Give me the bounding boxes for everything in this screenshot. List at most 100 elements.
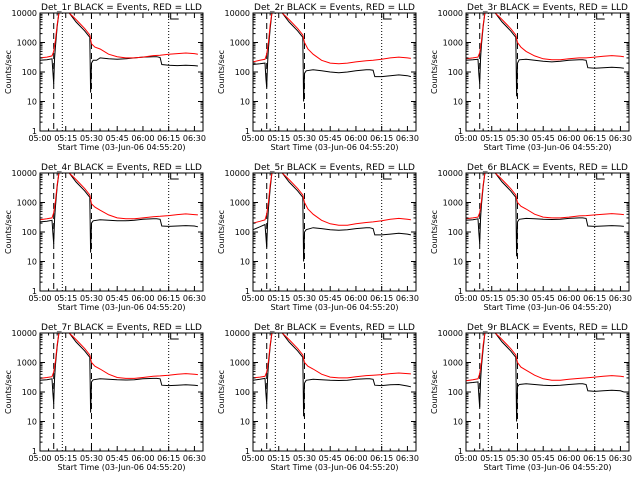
x-axis-label: Start Time (03-Jun-06 04:55:20): [484, 303, 612, 312]
plot-panel-4: 1 10 100 1000 10000 05:00 05:15 05:30 05:45 06:00…: [4, 163, 206, 312]
x-tick-label: 06:30: [396, 294, 419, 303]
y-tick-label: 1: [245, 127, 250, 136]
x-tick-label: 05:45: [532, 454, 555, 463]
x-tick-label: 05:45: [319, 134, 342, 143]
series-line-events: [253, 333, 412, 417]
series-line-lld: [466, 333, 624, 382]
series-line-events: [40, 13, 198, 93]
x-tick-label: 05:00: [28, 294, 51, 303]
x-tick-label: 06:00: [344, 454, 367, 463]
plot-title: Det_1r BLACK = Events, RED = LLD: [41, 3, 202, 13]
y-tick-label: 10000: [12, 9, 37, 18]
series-line-events: [466, 13, 624, 97]
y-tick-label: 100: [22, 68, 37, 77]
x-tick-label: 06:00: [131, 294, 154, 303]
x-tick-label: 06:00: [131, 454, 154, 463]
y-tick-label: 10000: [225, 9, 250, 18]
attenuator-marker: [596, 13, 605, 20]
x-tick-label: 06:15: [583, 294, 606, 303]
series-line-lld: [40, 13, 198, 59]
x-tick-label: 06:00: [557, 134, 580, 143]
y-tick-label: 10: [453, 258, 463, 267]
plot-frame: [39, 12, 204, 132]
plot-panel-9: 1 10 100 1000 10000 05:00 05:15 05:30 05:45 06:00…: [430, 323, 632, 472]
x-tick-label: 05:45: [106, 454, 129, 463]
series-line-lld: [466, 13, 624, 61]
x-tick-label: 05:15: [480, 454, 503, 463]
x-tick-label: 06:00: [557, 454, 580, 463]
x-tick-label: 05:15: [480, 134, 503, 143]
y-tick-label: 10: [240, 98, 250, 107]
y-tick-label: 10: [27, 258, 37, 267]
series-line-lld: [40, 173, 198, 221]
series-line-events: [466, 333, 625, 422]
x-tick-label: 05:45: [319, 294, 342, 303]
y-tick-label: 10: [27, 418, 37, 427]
plot-panel-5: 1 10 100 1000 10000 05:00 05:15 05:30 05:45 06:00…: [217, 163, 419, 312]
x-tick-label: 05:45: [106, 134, 129, 143]
x-tick-label: 05:30: [293, 294, 316, 303]
x-tick-label: 06:15: [370, 134, 393, 143]
x-axis-label: Start Time (03-Jun-06 04:55:20): [58, 463, 186, 472]
plot-frame: [252, 172, 417, 292]
x-tick-label: 05:15: [267, 294, 290, 303]
series-line-lld: [466, 173, 624, 220]
x-tick-label: 05:00: [454, 134, 477, 143]
plot-panel-2: 1 10 100 1000 10000 05:00 05:15 05:30 05:45 06:00…: [217, 3, 419, 152]
y-tick-label: 1: [32, 447, 37, 456]
y-tick-label: 10000: [12, 169, 37, 178]
y-tick-label: 1: [32, 127, 37, 136]
x-tick-label: 06:15: [370, 454, 393, 463]
x-tick-label: 05:00: [454, 454, 477, 463]
x-tick-label: 06:15: [370, 294, 393, 303]
x-tick-label: 05:15: [54, 134, 77, 143]
y-tick-label: 1000: [443, 359, 463, 368]
x-tick-label: 06:30: [396, 134, 419, 143]
plot-title: Det_6r BLACK = Events, RED = LLD: [467, 163, 628, 173]
x-tick-label: 05:00: [241, 454, 264, 463]
plot-frame: [252, 332, 417, 452]
plot-title: Det_4r BLACK = Events, RED = LLD: [41, 163, 202, 173]
attenuator-marker: [596, 333, 605, 340]
plot-panel-7: 1 10 100 1000 10000 05:00 05:15 05:30 05:45 06:00…: [4, 323, 206, 472]
x-tick-label: 06:00: [344, 134, 367, 143]
y-axis-label: Counts/sec: [217, 370, 226, 414]
series-line-events: [40, 333, 198, 413]
y-tick-label: 10000: [225, 329, 250, 338]
series-line-events: [40, 173, 199, 253]
y-axis-label: Counts/sec: [430, 50, 439, 94]
y-tick-label: 1: [32, 287, 37, 296]
plot-title: Det_2r BLACK = Events, RED = LLD: [254, 3, 415, 13]
series-line-lld: [253, 13, 411, 65]
x-tick-label: 06:15: [157, 294, 180, 303]
plot-panel-6: 1 10 100 1000 10000 05:00 05:15 05:30 05:45 06:00…: [430, 163, 632, 312]
x-tick-label: 05:00: [241, 294, 264, 303]
y-tick-label: 1: [458, 127, 463, 136]
x-tick-label: 05:45: [532, 294, 555, 303]
series-line-events: [253, 173, 412, 262]
plot-panel-3: 1 10 100 1000 10000 05:00 05:15 05:30 05:45 06:00…: [430, 3, 632, 152]
x-tick-label: 06:00: [557, 294, 580, 303]
y-axis-label: Counts/sec: [430, 210, 439, 254]
y-tick-label: 100: [448, 228, 463, 237]
y-axis-label: Counts/sec: [217, 210, 226, 254]
y-tick-label: 10: [453, 418, 463, 427]
plot-title: Det_3r BLACK = Events, RED = LLD: [467, 3, 628, 13]
y-axis-label: Counts/sec: [4, 50, 13, 94]
y-tick-label: 100: [235, 228, 250, 237]
x-axis-label: Start Time (03-Jun-06 04:55:20): [271, 143, 399, 152]
y-tick-label: 1: [458, 447, 463, 456]
x-tick-label: 05:30: [80, 454, 103, 463]
plot-title: Det_5r BLACK = Events, RED = LLD: [254, 163, 415, 173]
plot-frame: [465, 172, 630, 292]
y-tick-label: 1000: [17, 39, 37, 48]
attenuator-marker: [170, 173, 179, 180]
x-tick-label: 05:30: [80, 294, 103, 303]
x-tick-label: 06:15: [157, 454, 180, 463]
attenuator-marker: [596, 173, 605, 180]
x-tick-label: 06:15: [583, 134, 606, 143]
y-tick-label: 1: [245, 447, 250, 456]
x-axis-label: Start Time (03-Jun-06 04:55:20): [484, 463, 612, 472]
attenuator-marker: [383, 13, 392, 20]
